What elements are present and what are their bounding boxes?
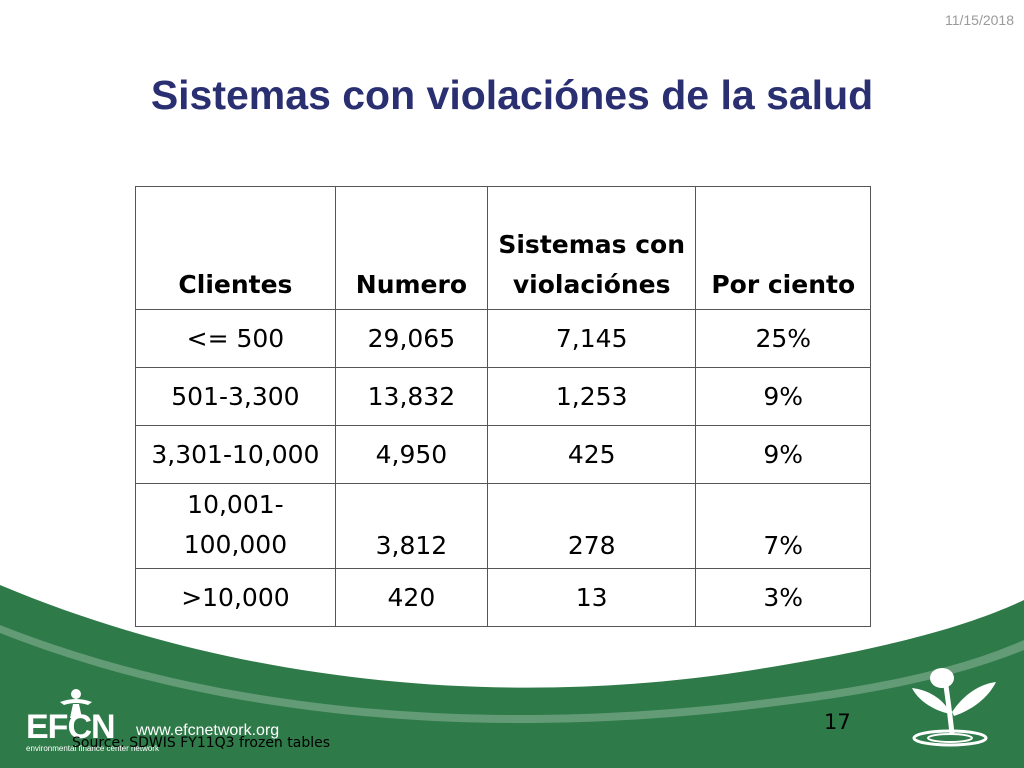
table-row: >10,000 420 13 3%	[135, 568, 871, 627]
page-number: 17	[824, 710, 851, 734]
column-header: Clientes	[135, 186, 336, 310]
table-cell: 29,065	[334, 309, 488, 368]
table-cell: 4,950	[334, 425, 488, 484]
efcn-logo-icon	[60, 689, 92, 718]
table-cell: 278	[486, 483, 697, 569]
efcn-logo-text: EFCN	[26, 708, 116, 746]
footer-green-wave	[0, 585, 1024, 768]
table-header-row: Clientes Numero Sistemas con violaciónes…	[135, 186, 871, 310]
slide-title: Sistemas con violaciónes de la salud	[150, 72, 874, 118]
table-cell: <= 500	[135, 309, 336, 368]
table-row: 501-3,300 13,832 1,253 9%	[135, 367, 871, 426]
slide-date: 11/15/2018	[944, 12, 1014, 28]
table-cell: 10,001-100,000	[135, 483, 336, 569]
table-cell: 13	[486, 568, 697, 627]
table-cell: 3,812	[334, 483, 488, 569]
table-row: 10,001-100,000 3,812 278 7%	[135, 483, 871, 569]
data-table: Clientes Numero Sistemas con violaciónes…	[135, 186, 871, 627]
table-cell: 9%	[695, 367, 871, 426]
table-cell: 7%	[695, 483, 871, 569]
website-link[interactable]: www.efcnetwork.org	[136, 722, 280, 739]
table-cell: 3,301-10,000	[135, 425, 336, 484]
efcn-logo-tagline: environmental finance center network	[26, 744, 159, 753]
table-cell: 7,145	[486, 309, 697, 368]
table-cell: 425	[486, 425, 697, 484]
plant-sprout-icon	[912, 668, 996, 747]
table-cell: 3%	[695, 568, 871, 627]
table-cell: >10,000	[135, 568, 336, 627]
source-note: Source: SDWIS FY11Q3 frozen tables	[72, 735, 331, 751]
table-row: <= 500 29,065 7,145 25%	[135, 309, 871, 368]
table-cell: 501-3,300	[135, 367, 336, 426]
table-cell: 9%	[695, 425, 871, 484]
table-cell: 25%	[695, 309, 871, 368]
column-header: Numero	[334, 186, 488, 310]
table-row: 3,301-10,000 4,950 425 9%	[135, 425, 871, 484]
column-header: Sistemas con violaciónes	[486, 186, 697, 310]
table-cell: 13,832	[334, 367, 488, 426]
table-cell: 420	[334, 568, 488, 627]
column-header: Por ciento	[695, 186, 871, 310]
table-cell: 1,253	[486, 367, 697, 426]
footer-white-wave	[0, 625, 1024, 724]
